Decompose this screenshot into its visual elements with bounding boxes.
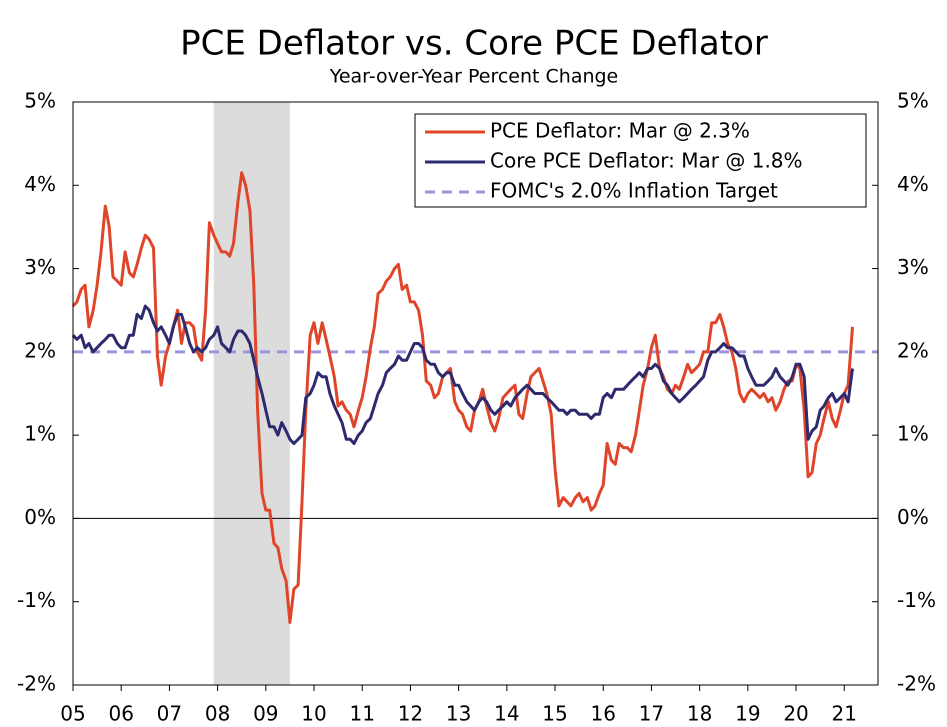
y-tick-label: 4% (24, 172, 56, 196)
x-tick-label: 17 (639, 702, 664, 726)
x-tick-label: 13 (446, 702, 471, 726)
x-tick-label: 09 (253, 702, 278, 726)
legend-label: FOMC's 2.0% Inflation Target (490, 179, 778, 203)
series-line (71, 171, 854, 624)
x-tick-label: 10 (301, 702, 326, 726)
x-tick-label: 05 (60, 702, 85, 726)
y2-tick-label: 3% (897, 255, 929, 279)
y2-tick-label: -1% (897, 588, 936, 612)
y2-tick-label: 2% (897, 338, 929, 362)
x-tick-label: 14 (494, 702, 519, 726)
y-tick-label: 3% (24, 255, 56, 279)
y2-tick-label: -2% (897, 672, 936, 696)
plot-frame (72, 101, 879, 686)
recession-shade (213, 102, 290, 685)
y2-tick-label: 5% (897, 89, 929, 113)
y-tick-label: 0% (24, 505, 56, 529)
x-tick-label: 12 (398, 702, 423, 726)
x-tick-label: 15 (542, 702, 567, 726)
y-tick-label: 5% (24, 89, 56, 113)
y-tick-label: -1% (17, 588, 56, 612)
legend-label: Core PCE Deflator: Mar @ 1.8% (490, 149, 803, 173)
x-tick-label: 07 (157, 702, 182, 726)
x-tick-label: 18 (687, 702, 712, 726)
y-tick-label: 1% (24, 422, 56, 446)
x-tick-label: 08 (205, 702, 230, 726)
chart-title: PCE Deflator vs. Core PCE Deflator (180, 24, 768, 64)
series-line (71, 304, 854, 445)
y2-tick-label: 1% (897, 422, 929, 446)
y2-tick-label: 0% (897, 505, 929, 529)
legend-box (414, 113, 867, 208)
legend-label: PCE Deflator: Mar @ 2.3% (490, 119, 750, 143)
x-tick-label: 16 (591, 702, 616, 726)
x-tick-label: 19 (735, 702, 760, 726)
y-tick-label: 2% (24, 338, 56, 362)
x-tick-label: 06 (108, 702, 133, 726)
x-tick-label: 11 (349, 702, 374, 726)
chart-subtitle: Year-over-Year Percent Change (329, 66, 619, 88)
x-tick-label: 21 (832, 702, 857, 726)
y-tick-label: -2% (17, 672, 56, 696)
x-tick-label: 20 (783, 702, 808, 726)
y2-tick-label: 4% (897, 172, 929, 196)
